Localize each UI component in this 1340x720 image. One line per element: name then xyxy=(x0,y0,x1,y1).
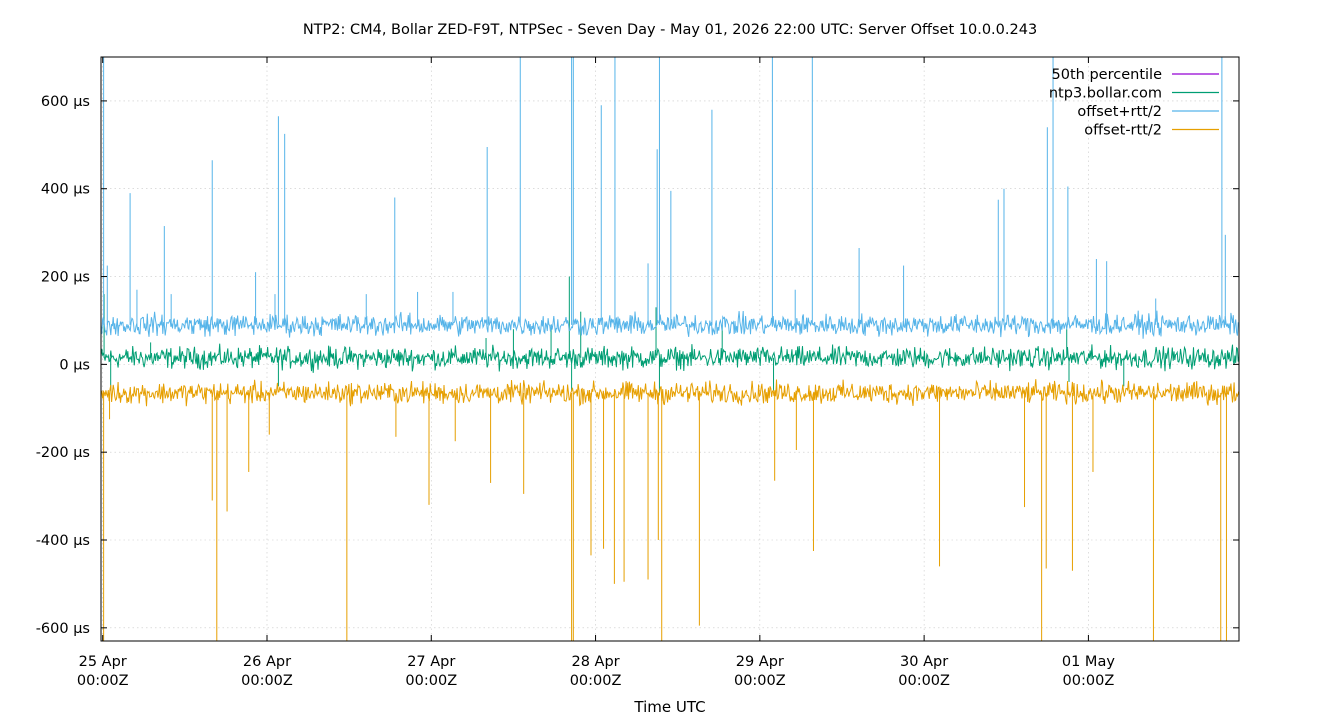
x-tick-label-date: 29 Apr xyxy=(736,654,784,670)
series-offset-rtt-2-line xyxy=(100,310,1240,339)
series-offset-rtt-2-line xyxy=(100,379,1240,407)
grid-lines xyxy=(101,57,1239,641)
legend-label: ntp3.bollar.com xyxy=(1049,86,1162,102)
x-tick-label-time: 00:00Z xyxy=(1063,673,1115,689)
legend-label: offset+rtt/2 xyxy=(1077,104,1162,120)
y-tick-label: -200 µs xyxy=(36,445,90,461)
legend-label: 50th percentile xyxy=(1052,67,1163,83)
legend-label: offset-rtt/2 xyxy=(1084,123,1162,139)
y-tick-label: -400 µs xyxy=(36,533,90,549)
series-ntp3-bollar-com-line xyxy=(100,343,1240,373)
y-tick-label: 200 µs xyxy=(41,270,90,286)
x-tick-label-time: 00:00Z xyxy=(570,673,622,689)
x-tick-label-time: 00:00Z xyxy=(734,673,786,689)
x-tick-label-date: 27 Apr xyxy=(407,654,455,670)
y-tick-label: -600 µs xyxy=(36,621,90,637)
x-tick-label-time: 00:00Z xyxy=(241,673,293,689)
x-axis-label: Time UTC xyxy=(633,698,705,716)
x-tick-label-time: 00:00Z xyxy=(405,673,457,689)
x-tick-label-date: 01 May xyxy=(1062,654,1115,670)
x-tick-label-date: 28 Apr xyxy=(571,654,619,670)
y-tick-label: 400 µs xyxy=(41,182,90,198)
x-tick-label-date: 25 Apr xyxy=(79,654,127,670)
plot-frame xyxy=(100,56,1240,642)
x-tick-label-time: 00:00Z xyxy=(77,673,129,689)
y-tick-label: 600 µs xyxy=(41,94,90,110)
series-layer xyxy=(100,57,1240,641)
axis-labels: 600 µs 400 µs 200 µs 0 µs -200 µs -400 µs -600… xyxy=(36,57,1239,689)
legend: 50th percentile ntp3.bollar.com offset+rtt… xyxy=(1049,67,1219,139)
y-tick-label: 0 µs xyxy=(59,357,90,373)
x-tick-label-date: 26 Apr xyxy=(243,654,291,670)
chart-title: NTP2: CM4, Bollar ZED-F9T, NTPSec - Seve… xyxy=(303,22,1037,38)
x-tick-label-date: 30 Apr xyxy=(900,654,948,670)
x-tick-label-time: 00:00Z xyxy=(898,673,950,689)
